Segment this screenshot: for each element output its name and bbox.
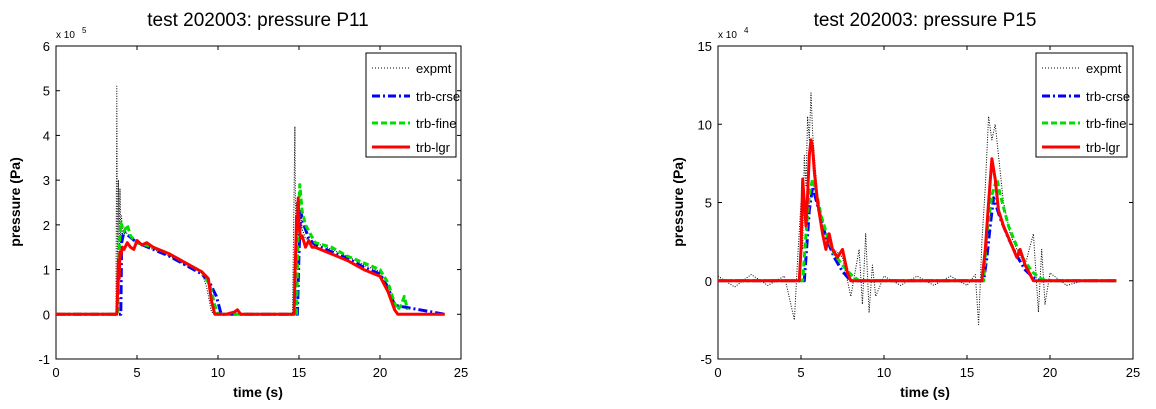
legend: expmt trb-crse trb-fine trb-lgr [365, 52, 460, 158]
y-multiplier-label: x 10 [56, 30, 75, 41]
y-tick-label: -5 [700, 352, 712, 367]
legend-label-trb-crse: trb-crse [416, 89, 460, 104]
x-tick-label: 25 [1126, 365, 1140, 380]
y-tick-label: 3 [43, 173, 50, 188]
y-tick-label: -1 [38, 352, 50, 367]
chart-title: test 202003: pressure P15 [814, 10, 1037, 31]
x-tick-label: 15 [960, 365, 974, 380]
x-tick-label: 25 [454, 365, 468, 380]
y-tick-label: 15 [698, 39, 712, 54]
y-multiplier-label: x 10 [718, 30, 737, 41]
x-tick-label: 0 [52, 365, 59, 380]
series-line-trb-lgr [56, 196, 445, 316]
x-axis-label: time (s) [900, 384, 950, 400]
series-group [718, 92, 1117, 326]
x-tick-label: 20 [373, 365, 387, 380]
legend-box [1035, 52, 1128, 158]
legend-label-expmt: expmt [1086, 61, 1122, 76]
y-tick-label: 4 [43, 128, 50, 143]
x-axis-ticks: 0 5 10 15 20 25 [714, 46, 1140, 380]
series-line-trb-lgr [718, 138, 1117, 283]
x-tick-label: 5 [797, 365, 804, 380]
series-line-trb-fine [56, 183, 409, 316]
legend: expmt trb-crse trb-fine trb-lgr [1035, 52, 1130, 158]
chart-p11: test 202003: pressure P11 x 10 5 0 5 10 15 2… [7, 10, 468, 400]
x-tick-label: 5 [133, 365, 140, 380]
x-tick-label: 20 [1043, 365, 1057, 380]
x-axis-label: time (s) [233, 384, 283, 400]
legend-label-trb-crse: trb-crse [1086, 89, 1130, 104]
series-line-expmt [718, 92, 1084, 326]
y-axis-label: pressure (Pa) [670, 157, 686, 246]
legend-box [365, 52, 457, 158]
legend-label-trb-fine: trb-fine [416, 116, 456, 131]
y-tick-label: 5 [43, 84, 50, 99]
y-axis-label: pressure (Pa) [7, 157, 23, 246]
chart-title: test 202003: pressure P11 [147, 10, 368, 31]
y-tick-label: 10 [698, 117, 712, 132]
y-tick-label: 2 [43, 218, 50, 233]
x-tick-label: 15 [292, 365, 306, 380]
y-axis-ticks: -5 0 5 10 15 [698, 39, 1133, 367]
y-tick-label: 0 [705, 274, 712, 289]
y-multiplier-exponent: 5 [82, 26, 87, 35]
x-tick-label: 10 [877, 365, 891, 380]
y-multiplier: x 10 4 [718, 26, 749, 41]
legend-label-trb-lgr: trb-lgr [416, 140, 451, 155]
y-multiplier-exponent: 4 [744, 26, 749, 35]
y-tick-label: 0 [43, 307, 50, 322]
legend-label-trb-fine: trb-fine [1086, 116, 1126, 131]
y-multiplier: x 10 5 [56, 26, 87, 41]
series-group [56, 85, 446, 316]
x-axis-ticks: 0 5 10 15 20 25 [52, 46, 468, 380]
y-tick-label: 1 [43, 263, 50, 278]
chart-p15: test 202003: pressure P15 x 10 4 0 5 10 15 2… [670, 10, 1140, 400]
legend-label-expmt: expmt [416, 61, 452, 76]
x-tick-label: 0 [714, 365, 721, 380]
x-tick-label: 10 [211, 365, 225, 380]
y-tick-label: 6 [43, 39, 50, 54]
y-axis-ticks: -1 0 1 2 3 4 5 6 [38, 39, 461, 367]
y-tick-label: 5 [705, 196, 712, 211]
legend-label-trb-lgr: trb-lgr [1086, 140, 1121, 155]
